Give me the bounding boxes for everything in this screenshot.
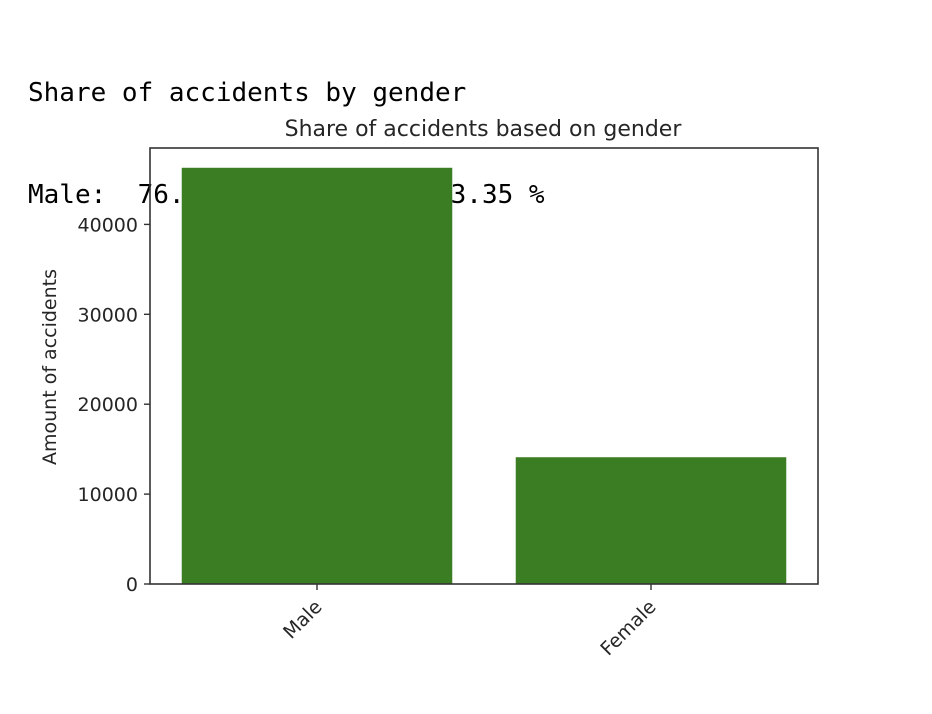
y-tick-label: 10000 bbox=[78, 484, 138, 506]
x-tick-label: Female bbox=[596, 596, 660, 660]
y-axis-label: Amount of accidents bbox=[39, 269, 61, 465]
x-axis-ticks: Male Female bbox=[279, 584, 661, 660]
y-tick-label: 0 bbox=[126, 574, 138, 596]
bar-male bbox=[181, 167, 453, 584]
x-tick-label: Male bbox=[279, 596, 326, 643]
chart-title: Share of accidents based on gender bbox=[285, 117, 683, 142]
output-title-line: Share of accidents by gender bbox=[28, 78, 467, 108]
y-tick-label: 20000 bbox=[78, 394, 138, 416]
y-axis-ticks: 0 10000 20000 30000 40000 bbox=[78, 214, 150, 596]
bar-chart: Share of accidents based on gender Amoun… bbox=[39, 117, 819, 660]
y-tick-label: 40000 bbox=[78, 214, 138, 236]
y-tick-label: 30000 bbox=[78, 304, 138, 326]
plot-frame bbox=[149, 147, 819, 585]
bar-female bbox=[515, 457, 787, 584]
bars-group bbox=[181, 167, 787, 584]
